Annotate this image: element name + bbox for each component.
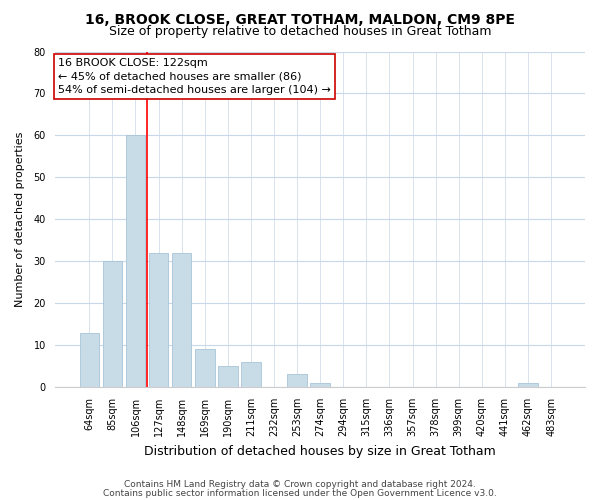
Y-axis label: Number of detached properties: Number of detached properties [15,132,25,307]
Bar [310,383,330,387]
Text: Contains public sector information licensed under the Open Government Licence v3: Contains public sector information licen… [103,488,497,498]
X-axis label: Distribution of detached houses by size in Great Totham: Distribution of detached houses by size … [145,444,496,458]
Text: Contains HM Land Registry data © Crown copyright and database right 2024.: Contains HM Land Registry data © Crown c… [124,480,476,489]
Text: 16, BROOK CLOSE, GREAT TOTHAM, MALDON, CM9 8PE: 16, BROOK CLOSE, GREAT TOTHAM, MALDON, C… [85,12,515,26]
Bar [241,362,261,387]
Bar [125,136,145,387]
Bar [287,374,307,387]
Bar [218,366,238,387]
Bar [103,261,122,387]
Bar [149,253,169,387]
Text: Size of property relative to detached houses in Great Totham: Size of property relative to detached ho… [109,25,491,38]
Bar [518,383,538,387]
Bar [172,253,191,387]
Text: 16 BROOK CLOSE: 122sqm
← 45% of detached houses are smaller (86)
54% of semi-det: 16 BROOK CLOSE: 122sqm ← 45% of detached… [58,58,331,94]
Bar [195,350,215,387]
Bar [80,332,99,387]
